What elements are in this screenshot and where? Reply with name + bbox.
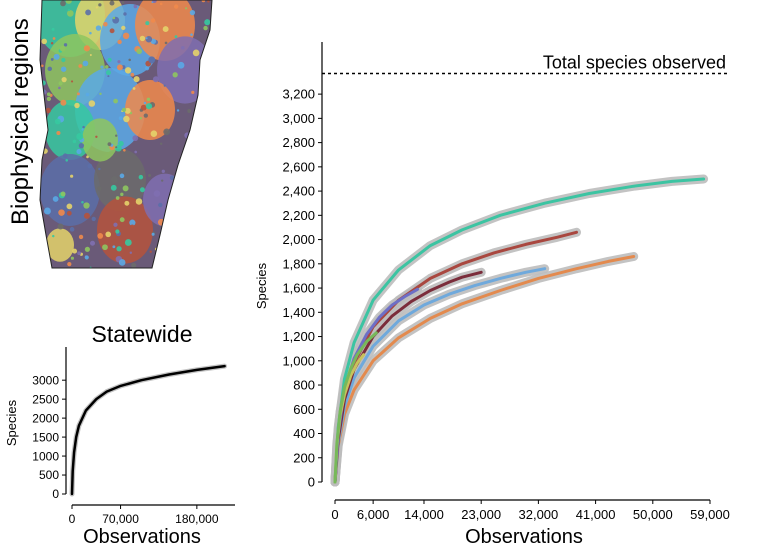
total-species-label: Total species observed: [543, 53, 726, 73]
regional-y-tick-label: 2,600: [282, 159, 315, 174]
regional-y-tick-label: 400: [293, 426, 315, 441]
statewide-title: Statewide: [91, 321, 192, 347]
regional-x-tick-label: 14,000: [404, 507, 444, 522]
regional-x-tick-label: 23,000: [461, 507, 501, 522]
regional-y-tick-label: 600: [293, 402, 315, 417]
regional-x-tick-label: 6,000: [357, 507, 390, 522]
statewide-x-tick-label: 70,000: [102, 512, 139, 526]
regional-x-tick-label: 32,000: [519, 507, 559, 522]
regional-x-tick-label: 59,000: [690, 507, 730, 522]
regional-y-tick-label: 2,400: [282, 184, 315, 199]
regional-ylabel: Species: [254, 262, 269, 309]
map-ylabel: Biophysical regions: [7, 18, 34, 225]
statewide-y-tick-label: 3000: [32, 373, 59, 387]
regional-y-tick-label: 2,200: [282, 208, 315, 223]
statewide-y-tick-label: 2000: [32, 411, 59, 425]
regional-x-tick-label: 50,000: [633, 507, 673, 522]
regional-y-tick-label: 800: [293, 378, 315, 393]
statewide-y-tick-label: 0: [52, 487, 59, 501]
statewide-xlabel: Observations: [83, 526, 201, 548]
regional-axes: 0 200 400 600 800 1,000 1,200 1,400 1,600 1,800 2,…: [282, 42, 730, 522]
statewide-series-band-0: [69, 363, 228, 497]
statewide-x-tick-label: 0: [69, 512, 76, 526]
regional-y-tick-label: 1,200: [282, 329, 315, 344]
regional-y-tick-label: 2,800: [282, 135, 315, 150]
statewide-y-tick-label: 1000: [32, 449, 59, 463]
regional-y-tick-label: 1,000: [282, 353, 315, 368]
regional-y-tick-label: 3,000: [282, 111, 315, 126]
biophysical-map-panel: Biophysical regions: [7, 0, 213, 269]
statewide-y-tick-label: 500: [39, 468, 59, 482]
statewide-y-tick-label: 2500: [32, 392, 59, 406]
regional-x-tick-label: 41,000: [576, 507, 616, 522]
vermont-region-map: [39, 0, 213, 269]
statewide-series-line-0: [70, 364, 226, 496]
statewide-chart: Statewide 0 500 1000 1500 2000 2500 3000 0 70,00…: [4, 321, 235, 548]
regional-series: [330, 174, 709, 487]
regional-y-tick-label: 200: [293, 450, 315, 465]
regional-y-tick-label: 1,800: [282, 256, 315, 271]
regional-series-line-7: [333, 331, 378, 484]
statewide-x-tick-label: 180,000: [175, 512, 219, 526]
statewide-axes: 0 500 1000 1500 2000 2500 3000 0 70,000 180,000: [32, 347, 235, 526]
regional-y-tick-label: 1,600: [282, 281, 315, 296]
regional-y-tick-label: 3,200: [282, 87, 315, 102]
statewide-ylabel: Species: [4, 399, 19, 446]
statewide-series: [69, 363, 228, 497]
regional-y-tick-label: 1,400: [282, 305, 315, 320]
regional-y-tick-label: 2,000: [282, 232, 315, 247]
statewide-y-tick-label: 1500: [32, 430, 59, 444]
regional-chart: 0 200 400 600 800 1,000 1,200 1,400 1,600 1,800 2,…: [254, 42, 730, 548]
regional-y-tick-label: 0: [308, 475, 315, 490]
regional-xlabel: Observations: [465, 526, 583, 548]
regional-series-line-0: [333, 177, 706, 484]
regional-x-tick-label: 0: [331, 507, 338, 522]
